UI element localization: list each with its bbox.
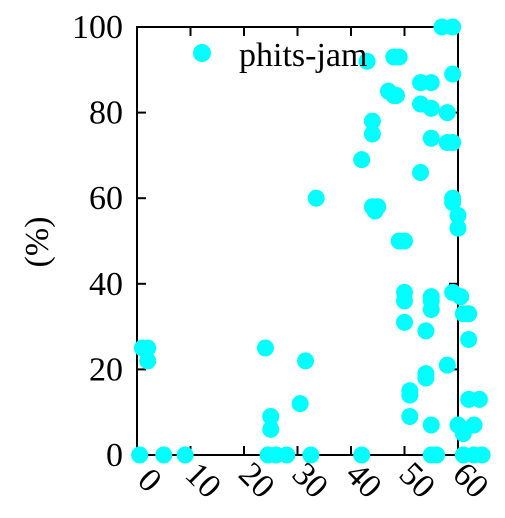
y-axis-title: (%) [19, 217, 56, 268]
y-tick-label: 20 [89, 351, 123, 388]
data-point [155, 446, 173, 464]
data-point [417, 369, 435, 387]
data-point [422, 300, 440, 318]
data-point [460, 330, 478, 348]
data-point [444, 65, 462, 83]
data-point [291, 395, 309, 413]
x-axis-ticks: 0 10 20 30 40 50 60 [130, 27, 495, 506]
data-point [139, 352, 157, 370]
data-point [449, 206, 467, 224]
data-point [465, 416, 483, 434]
x-tick-label: 0 [130, 462, 168, 500]
data-point [307, 189, 325, 207]
data-point [401, 386, 419, 404]
data-point [139, 339, 157, 357]
y-tick-label: 60 [89, 180, 123, 217]
data-point [353, 151, 371, 169]
data-point [262, 407, 280, 425]
data-point [460, 305, 478, 323]
data-point [353, 446, 371, 464]
data-point [256, 339, 274, 357]
data-point [444, 134, 462, 152]
data-point [363, 125, 381, 143]
data-point [297, 352, 315, 370]
data-point [449, 219, 467, 237]
data-point [302, 446, 320, 464]
data-point [396, 292, 413, 310]
data-point [444, 18, 462, 36]
data-point [396, 232, 413, 250]
data-point [176, 446, 194, 464]
x-tick-label: 60 [445, 456, 495, 506]
data-point [473, 446, 491, 464]
data-point [131, 446, 149, 464]
data-point [363, 112, 381, 130]
legend-marker [193, 44, 211, 62]
legend-label: phits-jam [239, 37, 367, 74]
data-point [387, 86, 405, 104]
data-point [438, 104, 456, 122]
legend: phits-jam [193, 37, 367, 74]
data-point [390, 48, 408, 66]
y-axis-ticks: 0 20 40 60 80 100 [72, 9, 458, 474]
data-point [470, 390, 488, 408]
data-point [438, 356, 456, 374]
data-point [358, 52, 376, 70]
data-point [428, 446, 446, 464]
y-tick-label: 40 [89, 266, 123, 303]
data-point [417, 322, 435, 340]
data-point [401, 407, 419, 425]
data-point [422, 416, 440, 434]
y-tick-label: 0 [106, 437, 123, 474]
y-tick-label: 100 [72, 9, 123, 46]
data-point [422, 99, 440, 117]
y-tick-label: 80 [89, 95, 123, 132]
data-point [452, 288, 470, 306]
data-point [422, 129, 440, 147]
data-point [444, 193, 462, 211]
data-point [278, 446, 296, 464]
data-point [396, 313, 413, 331]
data-point [422, 74, 440, 92]
data-point [369, 198, 387, 216]
data-point [262, 420, 280, 438]
data-point [412, 164, 430, 182]
data-points [131, 18, 491, 464]
